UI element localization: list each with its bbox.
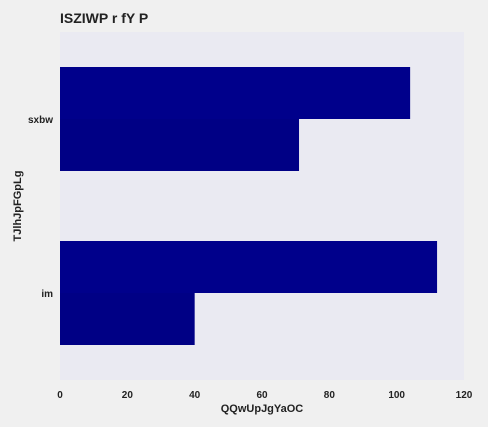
bar-im-series-1 — [60, 241, 438, 293]
x-tick-label: 120 — [456, 390, 473, 401]
x-tick-label: 80 — [324, 390, 336, 401]
bars-group — [60, 67, 438, 345]
bar-im-series-2 — [60, 293, 195, 345]
x-tick-labels: 0 20 40 60 80 100 120 — [57, 390, 473, 401]
y-tick-label: im — [41, 289, 53, 300]
y-axis-label: TJlhJpFGpLg — [12, 171, 24, 242]
y-tick-label: sxbw — [28, 115, 53, 126]
bar-sxbw-series-1 — [60, 67, 411, 119]
y-tick-labels: sxbw im — [28, 115, 53, 300]
bar-sxbw-series-2 — [60, 119, 300, 171]
x-tick-label: 60 — [256, 390, 268, 401]
x-tick-label: 40 — [189, 390, 201, 401]
x-tick-label: 100 — [388, 390, 405, 401]
x-axis-label: QQwUpJgYaOC — [221, 403, 304, 415]
x-tick-label: 0 — [57, 390, 63, 401]
x-tick-label: 20 — [122, 390, 134, 401]
chart-title: ISZIWP r fY P — [60, 10, 148, 26]
